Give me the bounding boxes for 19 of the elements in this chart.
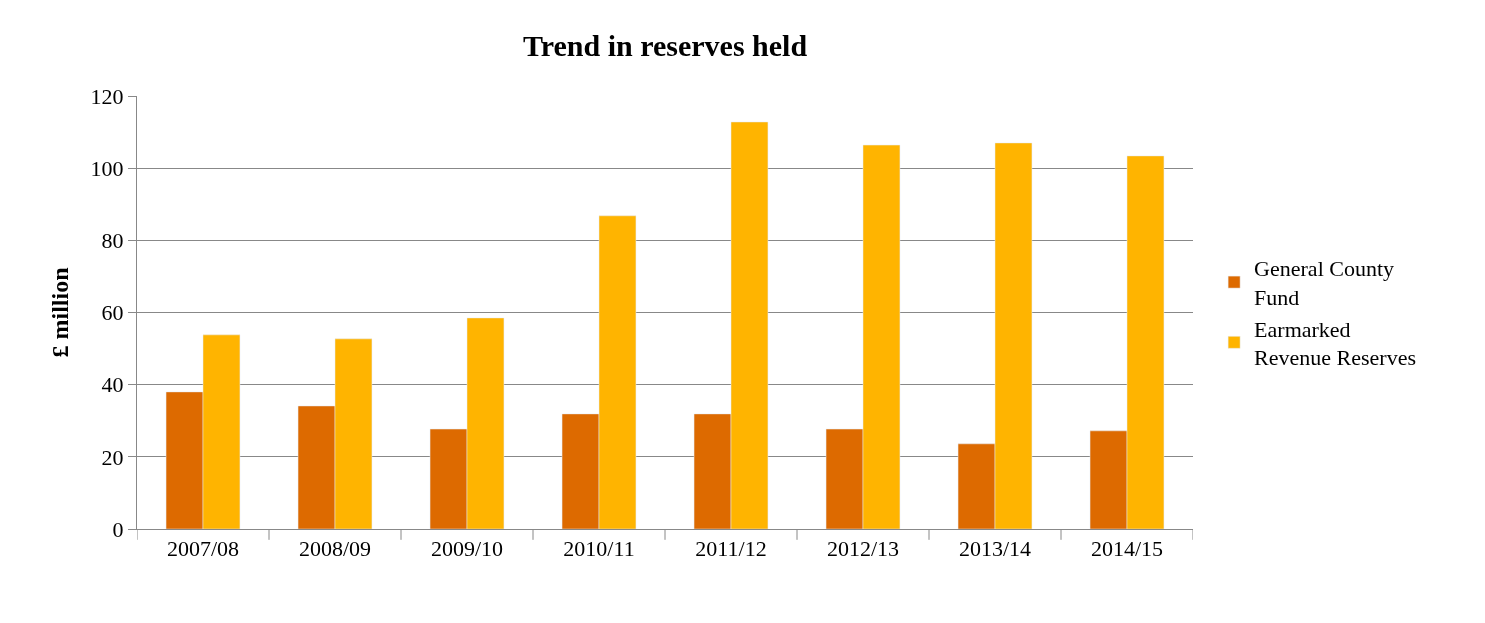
legend-label: Earmarked Revenue Reserves [1254,316,1417,371]
y-tick-label: 120 [90,83,124,109]
y-tick-label: 60 [101,300,124,326]
x-tick-label: 2010/11 [563,536,635,562]
y-tick-label: 20 [101,444,124,470]
y-tick-label: 100 [90,155,124,181]
x-tick-label: 2011/12 [695,536,767,562]
legend-label: General County Fund [1254,256,1395,310]
y-tick-label: 80 [101,228,124,254]
y-axis-title: £ million [46,267,73,358]
x-tick-label: 2014/15 [1090,536,1164,562]
chart-title: Trend in reserves held [522,28,808,62]
x-tick-label: 2013/14 [958,536,1032,562]
x-tick-label: 2007/08 [166,536,240,562]
y-tick-label: 0 [112,516,124,542]
x-tick-label: 2009/10 [430,536,504,562]
x-tick-label: 2012/13 [826,536,900,562]
y-tick-label: 40 [101,372,124,398]
x-tick-label: 2008/09 [298,536,372,562]
